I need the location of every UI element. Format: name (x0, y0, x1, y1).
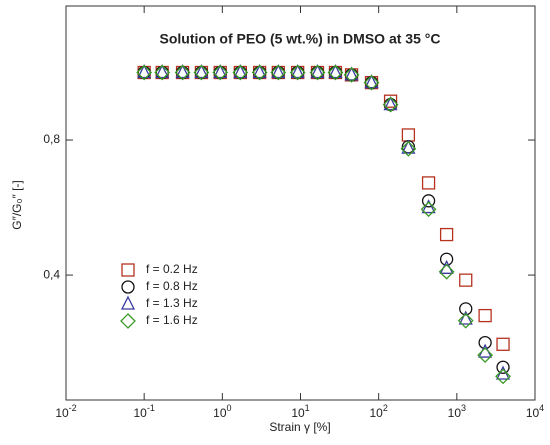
legend-label: f = 1.6 Hz (146, 313, 198, 327)
marker-triangle (458, 310, 473, 325)
marker-triangle (401, 139, 416, 154)
x-tick-base: 10 (291, 406, 305, 420)
marker-diamond (438, 263, 455, 280)
marker-triangle (120, 295, 136, 310)
x-tick-label: 101 (291, 403, 309, 420)
legend-label: f = 0.2 Hz (146, 262, 198, 276)
marker-square (439, 227, 454, 242)
x-tick-base: 10 (448, 406, 462, 420)
x-tick-label: 10-1 (133, 403, 154, 420)
marker-square (496, 337, 510, 351)
marker-circle (121, 280, 135, 294)
chart-title: Solution of PEO (5 wt.%) in DMSO at 35 °… (160, 31, 441, 47)
marker-diamond (382, 96, 399, 113)
marker-triangle (290, 64, 305, 79)
marker-diamond (270, 64, 287, 81)
marker-triangle (421, 199, 436, 214)
marker-triangle (383, 96, 398, 111)
x-tick-exp: -1 (147, 403, 155, 413)
marker-triangle (213, 64, 228, 79)
marker-diamond (193, 64, 210, 81)
marker-circle (439, 252, 454, 266)
marker-diamond (154, 64, 171, 81)
marker-diamond (212, 64, 229, 81)
marker-triangle (194, 64, 209, 79)
marker-triangle (344, 66, 359, 81)
marker-diamond (232, 64, 249, 81)
marker-circle (496, 360, 510, 374)
marker-diamond (420, 201, 437, 218)
marker-diamond (343, 66, 360, 83)
marker-diamond (251, 64, 268, 81)
x-tick-exp: 2 (383, 403, 388, 413)
marker-square (478, 308, 492, 323)
marker-triangle (233, 64, 248, 79)
y-tick-label: 0,4 (43, 267, 60, 281)
marker-diamond (495, 368, 511, 385)
x-tick-exp: 0 (227, 403, 232, 413)
x-tick-exp: -2 (69, 403, 77, 413)
marker-diamond (174, 64, 191, 81)
x-tick-exp: 1 (305, 403, 310, 413)
marker-triangle (328, 64, 343, 79)
marker-diamond (120, 313, 136, 329)
marker-triangle (175, 64, 190, 79)
x-tick-exp: 3 (461, 403, 466, 413)
marker-triangle (252, 64, 267, 79)
marker-square (121, 263, 135, 277)
x-tick-label: 103 (448, 403, 466, 420)
legend-label: f = 0.8 Hz (146, 279, 198, 293)
legend-label: f = 1.3 Hz (146, 296, 198, 310)
marker-diamond (327, 64, 344, 81)
marker-diamond (477, 347, 494, 364)
y-axis-label: G″/G₀″ [-] (10, 180, 24, 229)
marker-triangle (137, 64, 152, 79)
x-tick-base: 10 (133, 406, 147, 420)
x-tick-exp: 4 (539, 403, 544, 413)
marker-square (421, 176, 436, 190)
x-tick-base: 10 (213, 406, 227, 420)
x-axis-label: Strain γ [%] (269, 420, 330, 434)
marker-circle (478, 335, 492, 350)
marker-diamond (400, 140, 417, 157)
marker-square (383, 94, 398, 108)
x-tick-base: 10 (526, 406, 540, 420)
marker-diamond (363, 74, 380, 91)
x-tick-label: 10-2 (55, 403, 76, 420)
marker-triangle (364, 74, 379, 89)
marker-square (401, 128, 416, 142)
marker-triangle (155, 64, 170, 79)
x-tick-label: 102 (369, 403, 387, 420)
marker-circle (421, 194, 436, 208)
y-tick-label: 0,8 (43, 132, 60, 146)
marker-diamond (309, 64, 326, 81)
x-tick-label: 104 (526, 403, 544, 420)
marker-diamond (136, 64, 153, 81)
x-tick-label: 100 (213, 403, 231, 420)
marker-circle (459, 302, 473, 316)
x-tick-base: 10 (55, 406, 69, 420)
marker-triangle (271, 64, 286, 79)
marker-square (459, 273, 473, 287)
x-tick-base: 10 (369, 406, 383, 420)
marker-diamond (457, 312, 474, 329)
marker-triangle (310, 64, 325, 79)
marker-diamond (289, 64, 306, 81)
plot-frame (65, 5, 536, 401)
